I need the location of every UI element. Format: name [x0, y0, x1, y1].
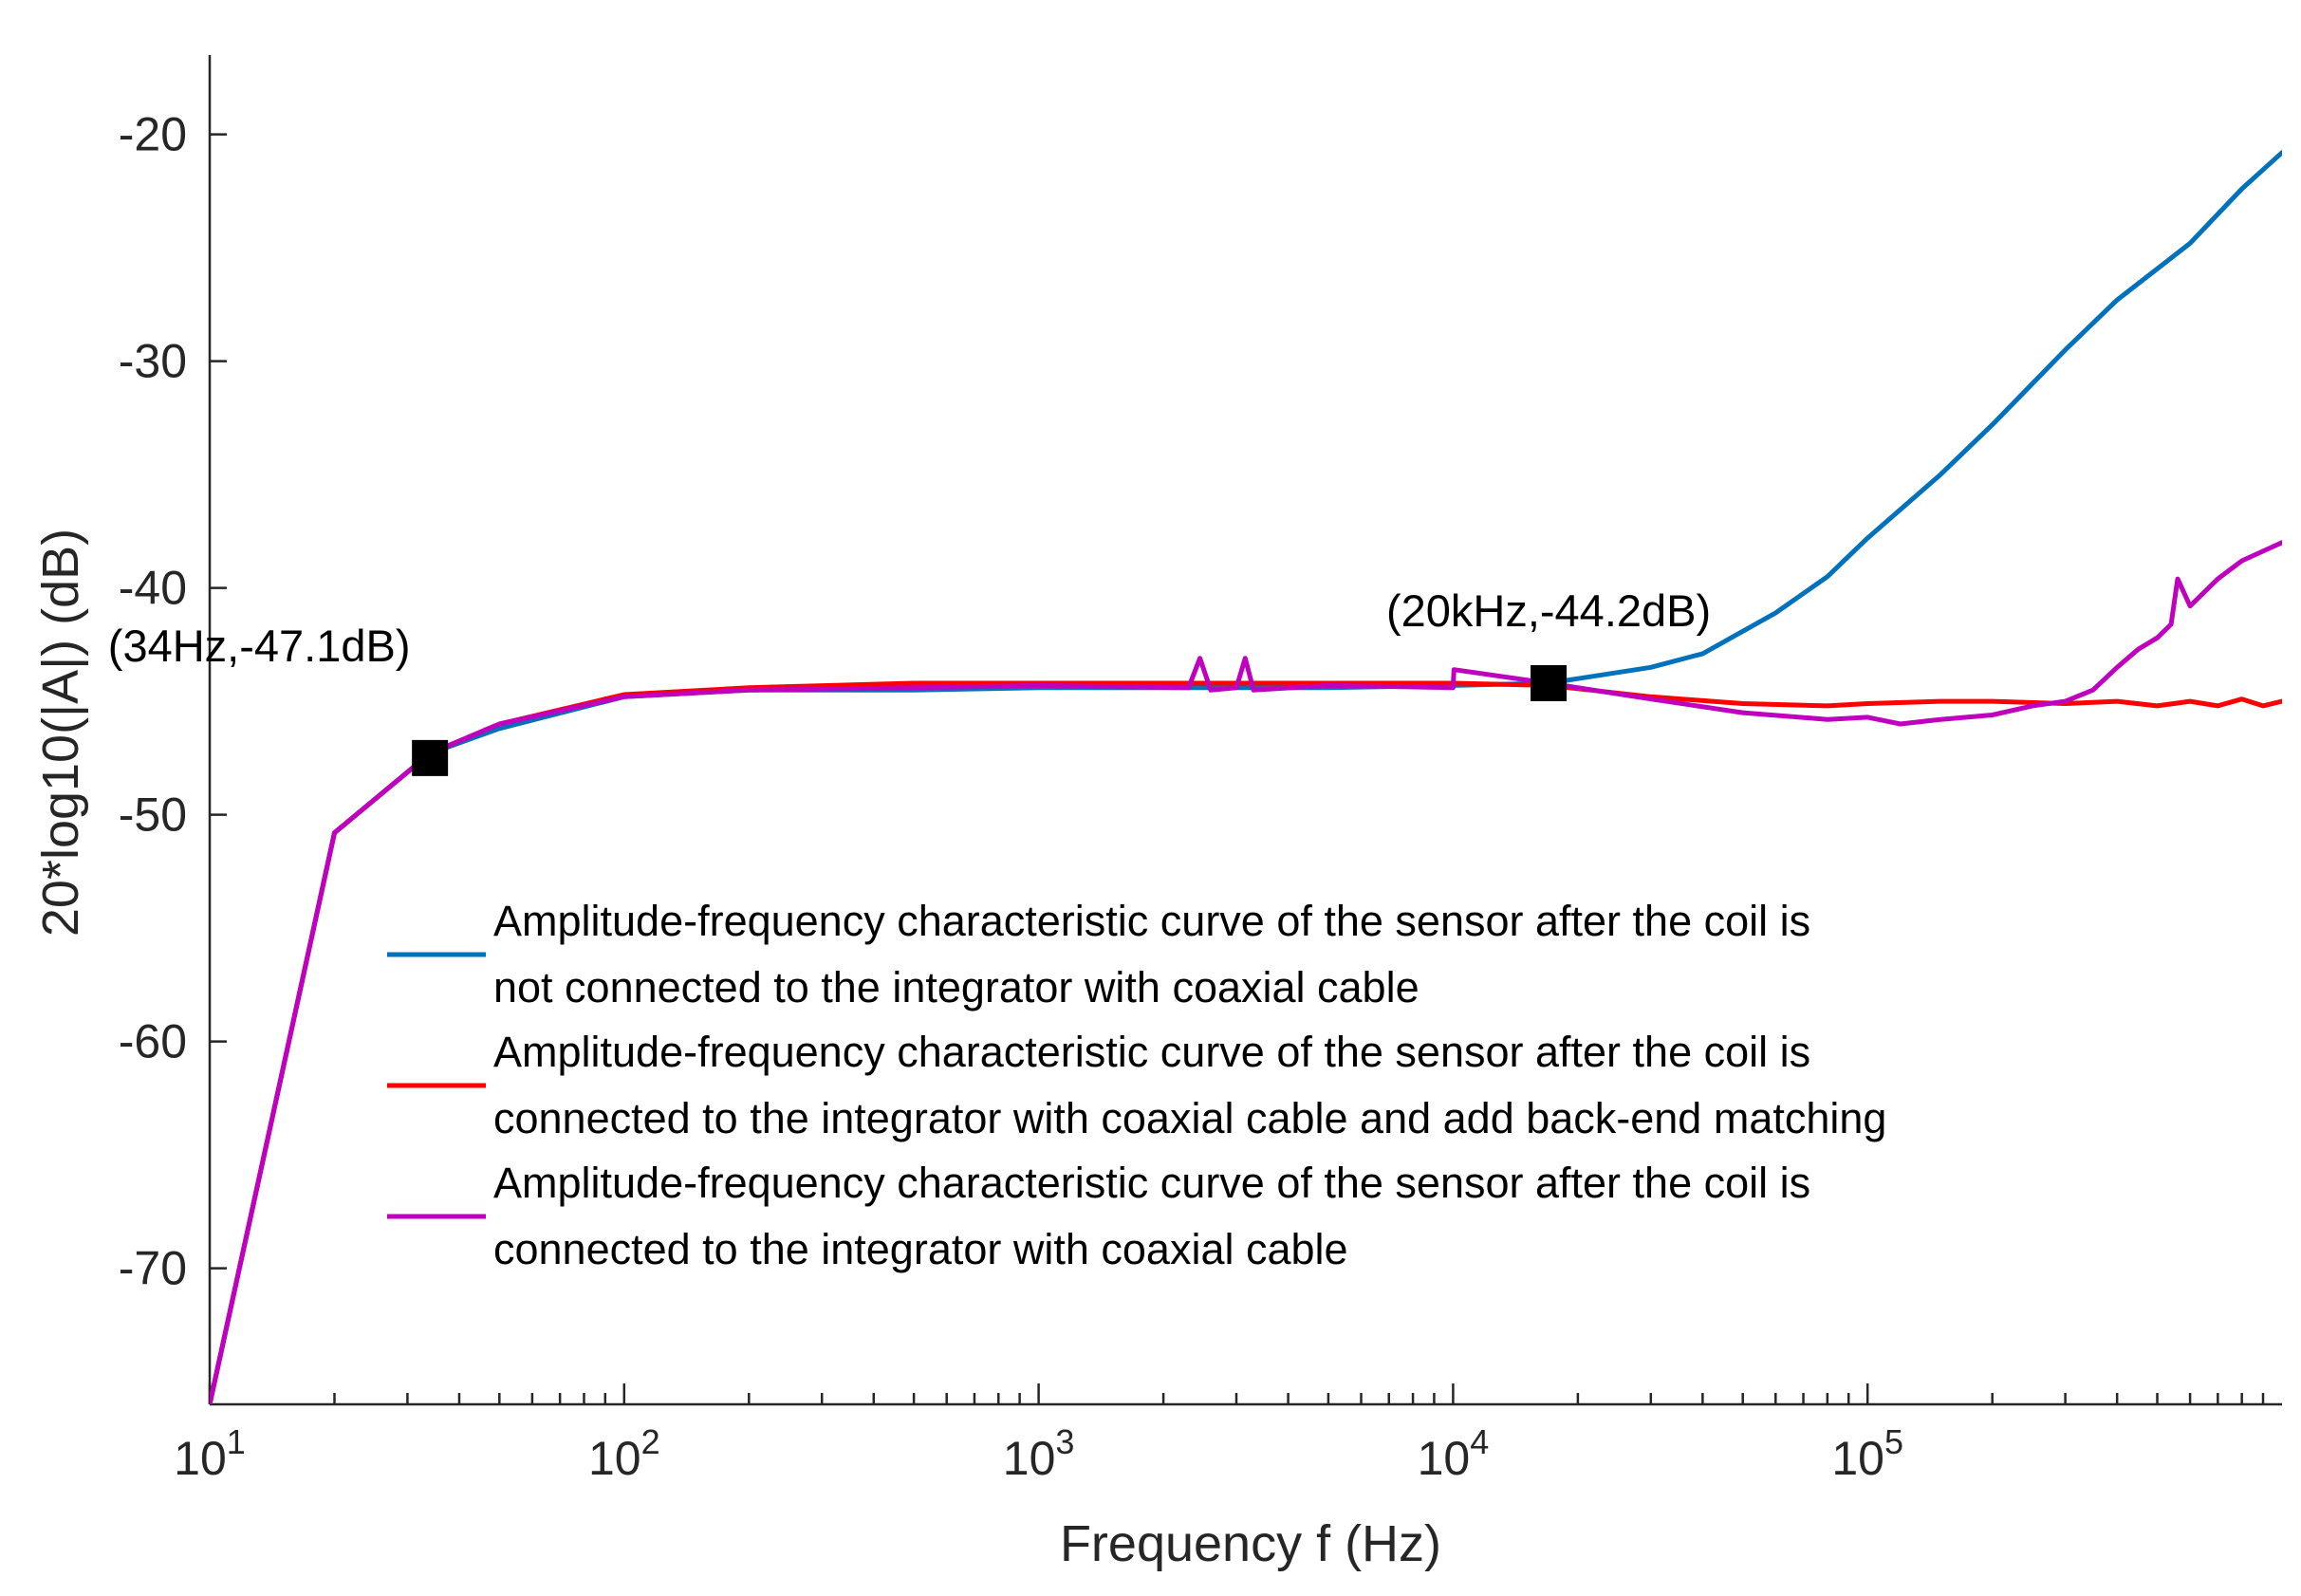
- x-tick-label: 104: [1418, 1422, 1490, 1485]
- x-tick-exponent: 2: [641, 1422, 660, 1461]
- x-axis-label: Frequency f (Hz): [1060, 1515, 1441, 1572]
- y-tick-label: -60: [119, 1015, 187, 1068]
- y-ticks: -20 -30 -40 -50 -60 -70: [119, 108, 227, 1295]
- legend-label-1: not connected to the integrator with coa…: [493, 963, 1420, 1011]
- legend-label-2: connected to the integrator with coaxial…: [493, 1094, 1886, 1142]
- y-tick-label: -40: [119, 562, 187, 615]
- x-tick-exponent: 1: [227, 1422, 246, 1461]
- annotation-marker-1: [412, 739, 449, 776]
- legend-label-2: Amplitude-frequency characteristic curve…: [493, 1028, 1810, 1076]
- x-tick-base: 10: [588, 1432, 641, 1485]
- legend-label-3: connected to the integrator with coaxial…: [493, 1225, 1348, 1273]
- annotation-label-1: (34Hz,-47.1dB): [108, 621, 411, 671]
- annotation-label-2: (20kHz,-44.2dB): [1386, 585, 1711, 636]
- y-tick-label: -30: [119, 335, 187, 388]
- x-tick-label: 101: [174, 1422, 246, 1485]
- annotation-marker-2: [1531, 665, 1568, 702]
- x-tick-exponent: 4: [1470, 1422, 1489, 1461]
- y-tick-label: -50: [119, 789, 187, 842]
- y-tick-label: -70: [119, 1242, 187, 1295]
- x-tick-base: 10: [174, 1432, 227, 1485]
- x-tick-exponent: 3: [1055, 1422, 1074, 1461]
- x-tick-base: 10: [1831, 1432, 1884, 1485]
- x-tick-exponent: 5: [1884, 1422, 1903, 1461]
- x-ticks: 101 102 103 104 105: [174, 1383, 2265, 1485]
- x-tick-base: 10: [1418, 1432, 1471, 1485]
- x-tick-label: 103: [1003, 1422, 1075, 1485]
- legend-label-3: Amplitude-frequency characteristic curve…: [493, 1159, 1810, 1207]
- legend-label-1: Amplitude-frequency characteristic curve…: [493, 897, 1810, 945]
- x-tick-label: 105: [1831, 1422, 1903, 1485]
- series-lines: [210, 150, 2282, 1404]
- x-tick-label: 102: [588, 1422, 660, 1485]
- x-tick-base: 10: [1003, 1432, 1056, 1485]
- annotations: (34Hz,-47.1dB) (20kHz,-44.2dB): [108, 585, 1711, 776]
- y-axis-label: 20*log10(|A|) (dB): [32, 529, 89, 937]
- series-line-3: [210, 540, 2282, 1404]
- y-tick-label: -20: [119, 108, 187, 161]
- legend: Amplitude-frequency characteristic curve…: [387, 897, 1886, 1273]
- axes: [208, 55, 2282, 1406]
